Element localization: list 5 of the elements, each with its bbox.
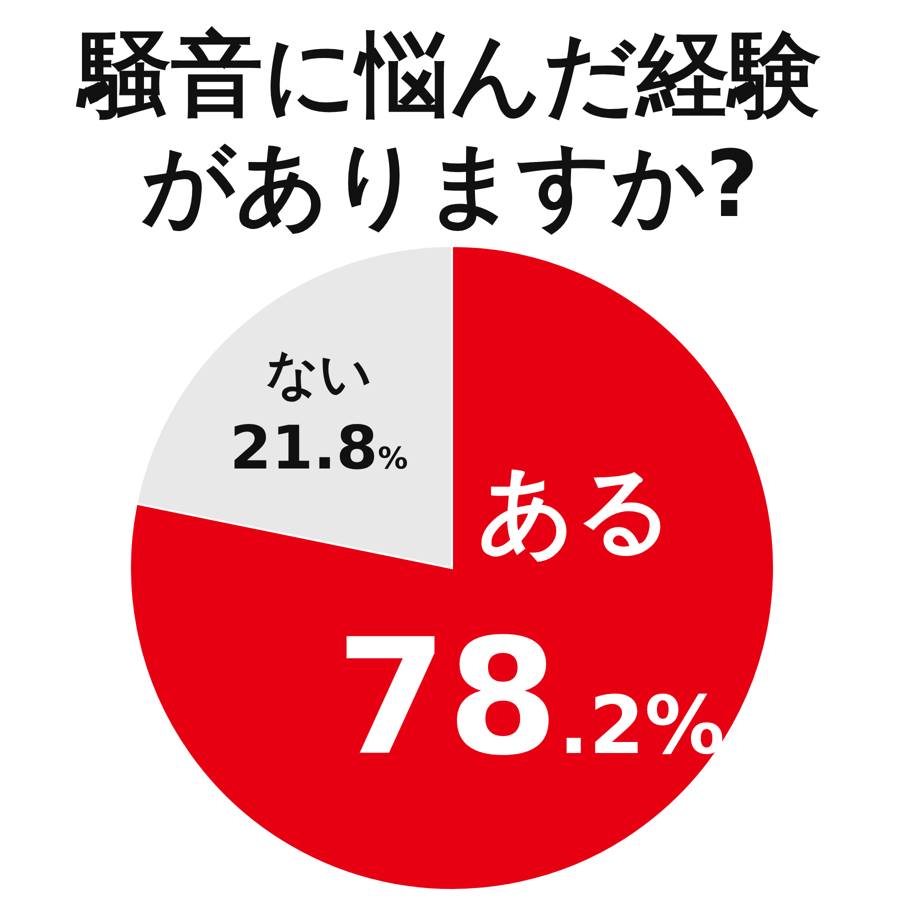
data-label: 21.8% xyxy=(230,413,408,484)
data-label: 78.2% xyxy=(336,604,725,791)
slice-label: ない xyxy=(266,344,372,404)
chart-title: 騒音に悩んだ経験がありますか? xyxy=(75,20,822,240)
slice-label: ある xyxy=(477,454,674,566)
